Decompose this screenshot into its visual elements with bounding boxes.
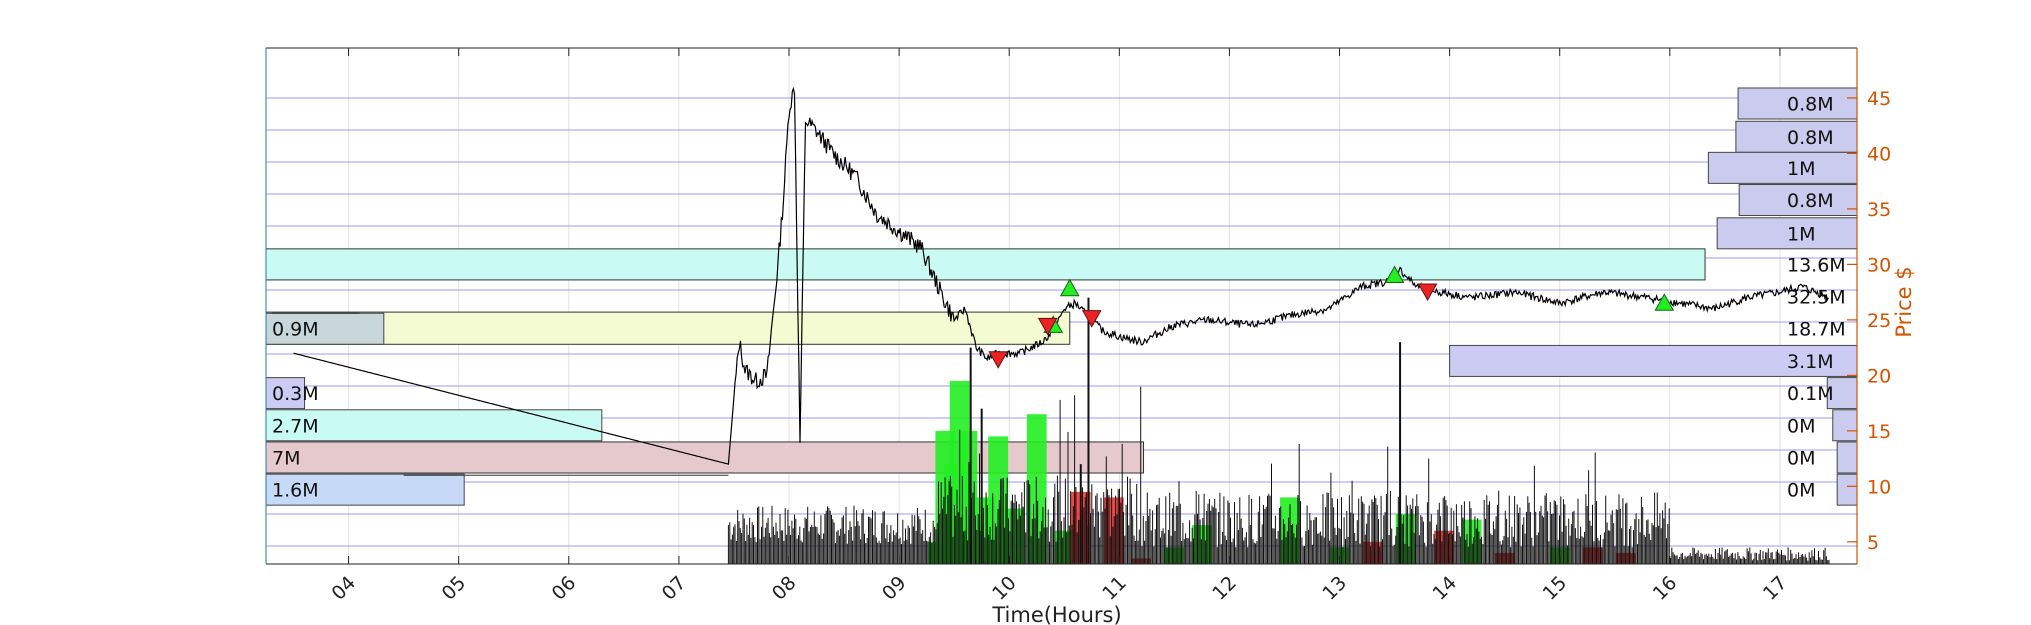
right-profile-label: 0.8M bbox=[1787, 127, 1834, 149]
price-band bbox=[265, 248, 1706, 281]
right-profile-bar bbox=[1826, 377, 1858, 410]
price-line bbox=[293, 86, 1829, 465]
right-profile-bar bbox=[1738, 184, 1858, 217]
right-profile-bar bbox=[1449, 344, 1858, 377]
right-profile-bar bbox=[1737, 87, 1858, 120]
left-profile-label: 0.3M bbox=[272, 383, 319, 405]
right-profile-label: 0M bbox=[1787, 415, 1815, 437]
y-axis-title: Price $ bbox=[1892, 266, 1916, 337]
volume-bar bbox=[1131, 558, 1152, 564]
x-tick-label: 13 bbox=[1318, 572, 1351, 605]
y-tick-label: 15 bbox=[1867, 421, 1891, 443]
left-profile-label: 1.6M bbox=[272, 480, 319, 502]
x-tick-label: 11 bbox=[1098, 572, 1131, 605]
left-profile-bar bbox=[265, 312, 385, 345]
x-tick-label: 04 bbox=[327, 572, 360, 605]
price-line-layer bbox=[271, 86, 1829, 476]
plot-background bbox=[266, 48, 1857, 564]
x-tick-label: 12 bbox=[1208, 572, 1241, 605]
left-profile-label: 7M bbox=[272, 447, 300, 469]
right-profile-bar bbox=[1716, 217, 1858, 250]
sell-marker bbox=[988, 351, 1009, 369]
x-axis-title: Time(Hours) bbox=[991, 603, 1121, 625]
right-profile-label: 32.5M bbox=[1787, 287, 1846, 309]
volume-bar bbox=[1494, 552, 1515, 564]
right-profile-label: 0M bbox=[1787, 480, 1815, 502]
right-profile-label: 3.1M bbox=[1787, 351, 1834, 373]
x-tick-label: 07 bbox=[658, 572, 691, 605]
left-profile-bar bbox=[265, 473, 465, 506]
x-tick-label: 16 bbox=[1649, 572, 1682, 605]
y-tick-label: 20 bbox=[1867, 365, 1891, 387]
right-profile-bar bbox=[1832, 409, 1858, 442]
right-profile-bar bbox=[1707, 151, 1858, 184]
plot-area bbox=[266, 48, 1857, 564]
sell-marker bbox=[1081, 310, 1102, 328]
right-profile-label: 0.8M bbox=[1787, 93, 1834, 115]
right-profile-label: 1M bbox=[1787, 158, 1815, 180]
x-tick-label: 09 bbox=[878, 572, 911, 605]
trade-markers bbox=[988, 265, 1675, 369]
right-profile-label: 0M bbox=[1787, 447, 1815, 469]
volume-bars bbox=[727, 297, 1830, 564]
right-profile-bar bbox=[1836, 473, 1858, 506]
plot-frame bbox=[265, 47, 1858, 565]
y-tick-label: 10 bbox=[1867, 476, 1891, 498]
buy-marker bbox=[1654, 293, 1675, 311]
right-profile-label: 13.6M bbox=[1787, 254, 1846, 276]
y-tick-label: 25 bbox=[1867, 310, 1891, 332]
right-profile-bar bbox=[1836, 441, 1858, 474]
y-tick-label: 30 bbox=[1867, 254, 1891, 276]
price-band bbox=[265, 311, 1071, 345]
x-tick-label: 05 bbox=[438, 572, 471, 605]
left-profile-label: 2.7M bbox=[272, 415, 319, 437]
right-profile-label: 0.8M bbox=[1787, 190, 1834, 212]
right-profile-label: 18.7M bbox=[1787, 319, 1846, 341]
y-tick-label: 35 bbox=[1867, 199, 1891, 221]
tick-volume-spikes bbox=[727, 386, 1830, 564]
y-tick-label: 40 bbox=[1867, 143, 1891, 165]
y-tick-label: 45 bbox=[1867, 88, 1891, 110]
x-tick-label: 15 bbox=[1539, 572, 1572, 605]
buy-marker bbox=[1384, 265, 1405, 283]
buy-marker bbox=[1059, 278, 1080, 297]
x-tick-label: 10 bbox=[988, 572, 1021, 605]
x-tick-label: 08 bbox=[768, 572, 801, 605]
x-tick-label: 14 bbox=[1428, 572, 1461, 605]
x-tick-label: 06 bbox=[548, 572, 581, 605]
right-profile-label: 1M bbox=[1787, 223, 1815, 245]
left-profile-label: 0.9M bbox=[272, 319, 319, 341]
y-tick-label: 5 bbox=[1867, 532, 1879, 554]
sell-marker bbox=[1417, 283, 1438, 302]
right-profile-label: 0.1M bbox=[1787, 383, 1834, 405]
x-tick-label: 17 bbox=[1759, 572, 1792, 605]
sell-marker bbox=[1037, 317, 1058, 336]
